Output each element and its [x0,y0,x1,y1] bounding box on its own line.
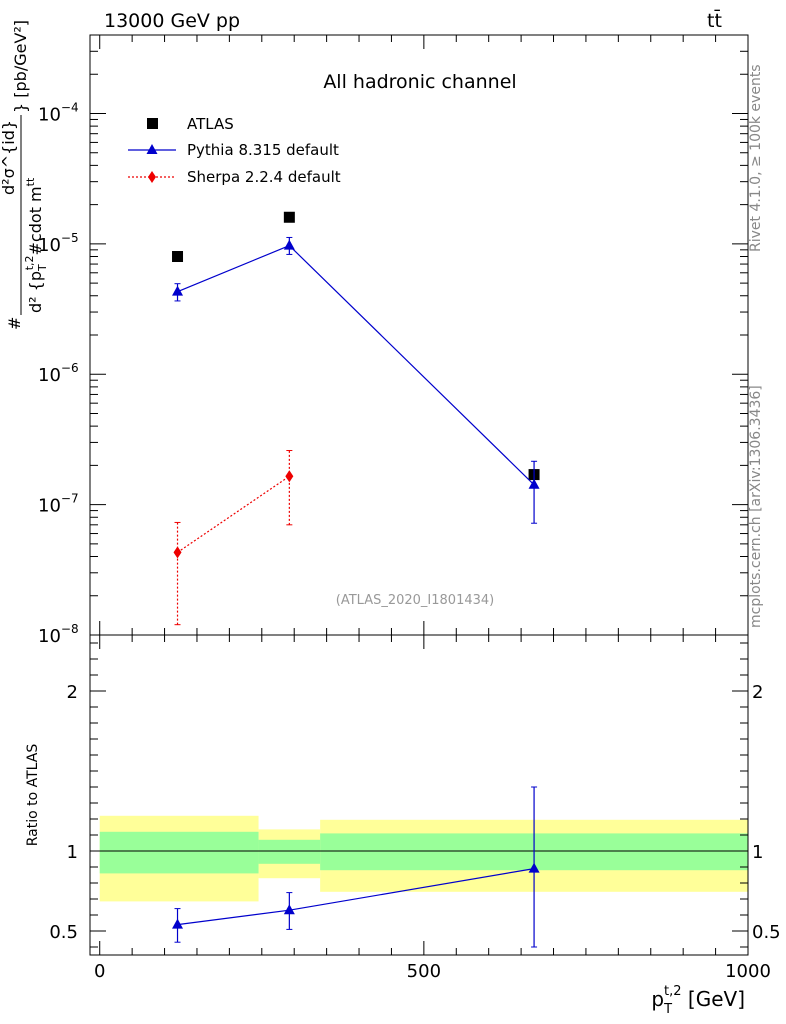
legend-sherpa-label: Sherpa 2.2.4 default [187,168,341,186]
x-axis-label: pTt,2 [GeV] [651,984,745,1017]
ratio-y-tick-label-right: 0.5 [752,922,781,943]
legend: ATLAS Pythia 8.315 default Sherpa 2.2.4 … [128,115,341,186]
y-tick-label: 10−7 [38,492,79,517]
legend-sherpa-marker [148,171,156,183]
main-ticks: 10−4 10−5 10−6 10−7 10−8 [38,34,749,647]
main-series [172,211,540,626]
ratio-panel: 0.5 0.5 1 1 2 2 0 500 1000 Ratio to ATLAS pTt,2 … [25,634,781,1017]
uncertainty-band-green [258,839,321,864]
ratio-y-tick-label-right: 2 [752,682,763,703]
ratio-ticks: 0.5 0.5 1 1 2 2 0 500 1000 [49,635,781,982]
ratio-data-point [172,918,184,929]
ratio-ylabel: Ratio to ATLAS [25,744,41,847]
series-line-1 [177,244,535,486]
x-tick-label: 500 [407,961,441,982]
x-tick-label: 0 [94,961,105,982]
y-tick-label: 10−8 [38,622,79,647]
data-point [172,285,184,296]
main-panel: 10−4 10−5 10−6 10−7 10−8 All hadronic channe… [0,20,749,647]
x-tick-label: 1000 [725,961,771,982]
data-point [173,546,182,559]
ylabel-hash: # [5,317,24,330]
y-tick-label: 10−5 [38,231,79,256]
ratio-series [172,786,540,948]
legend-atlas-label: ATLAS [187,115,234,133]
ratio-y-tick-label-left: 1 [67,842,78,863]
ylabel-units: } [pb/GeV²] [11,20,30,113]
ratio-data-point [528,862,540,873]
header-right: tt̄ [707,8,722,32]
legend-pythia-marker [146,144,158,154]
data-point [283,211,295,223]
legend-atlas-marker [147,118,158,129]
y-tick-label: 10−4 [38,100,79,125]
ylabel-denominator: d² {pTt,2#cdot mtt [23,177,49,313]
data-point [172,251,184,263]
ratio-y-tick-label-left: 2 [67,682,78,703]
ylabel-numerator: d²σ^{id} [0,120,18,195]
ratio-y-tick-label-right: 1 [752,842,763,863]
side-label-bottom: mcplots.cern.ch [arXiv:1306.3436] [748,385,764,628]
side-label-top: Rivet 4.1.0, ≥ 100k events [748,64,764,252]
series-line-2 [177,475,290,553]
data-point [285,470,294,483]
uncertainty-band-green [99,831,259,874]
ratio-y-tick-label-left: 0.5 [49,922,78,943]
data-point [528,478,540,489]
ratio-data-point [283,904,295,915]
ratio-frame [89,634,749,956]
main-ylabel: # d²σ^{id} d² {pTt,2#cdot mtt } [pb/GeV²… [0,20,49,330]
legend-pythia-label: Pythia 8.315 default [187,141,339,159]
header-left: 13000 GeV pp [104,10,240,32]
data-point [283,239,295,250]
main-title: All hadronic channel [323,71,516,93]
y-tick-label: 10−6 [38,361,79,386]
analysis-watermark: (ATLAS_2020_I1801434) [336,593,494,608]
